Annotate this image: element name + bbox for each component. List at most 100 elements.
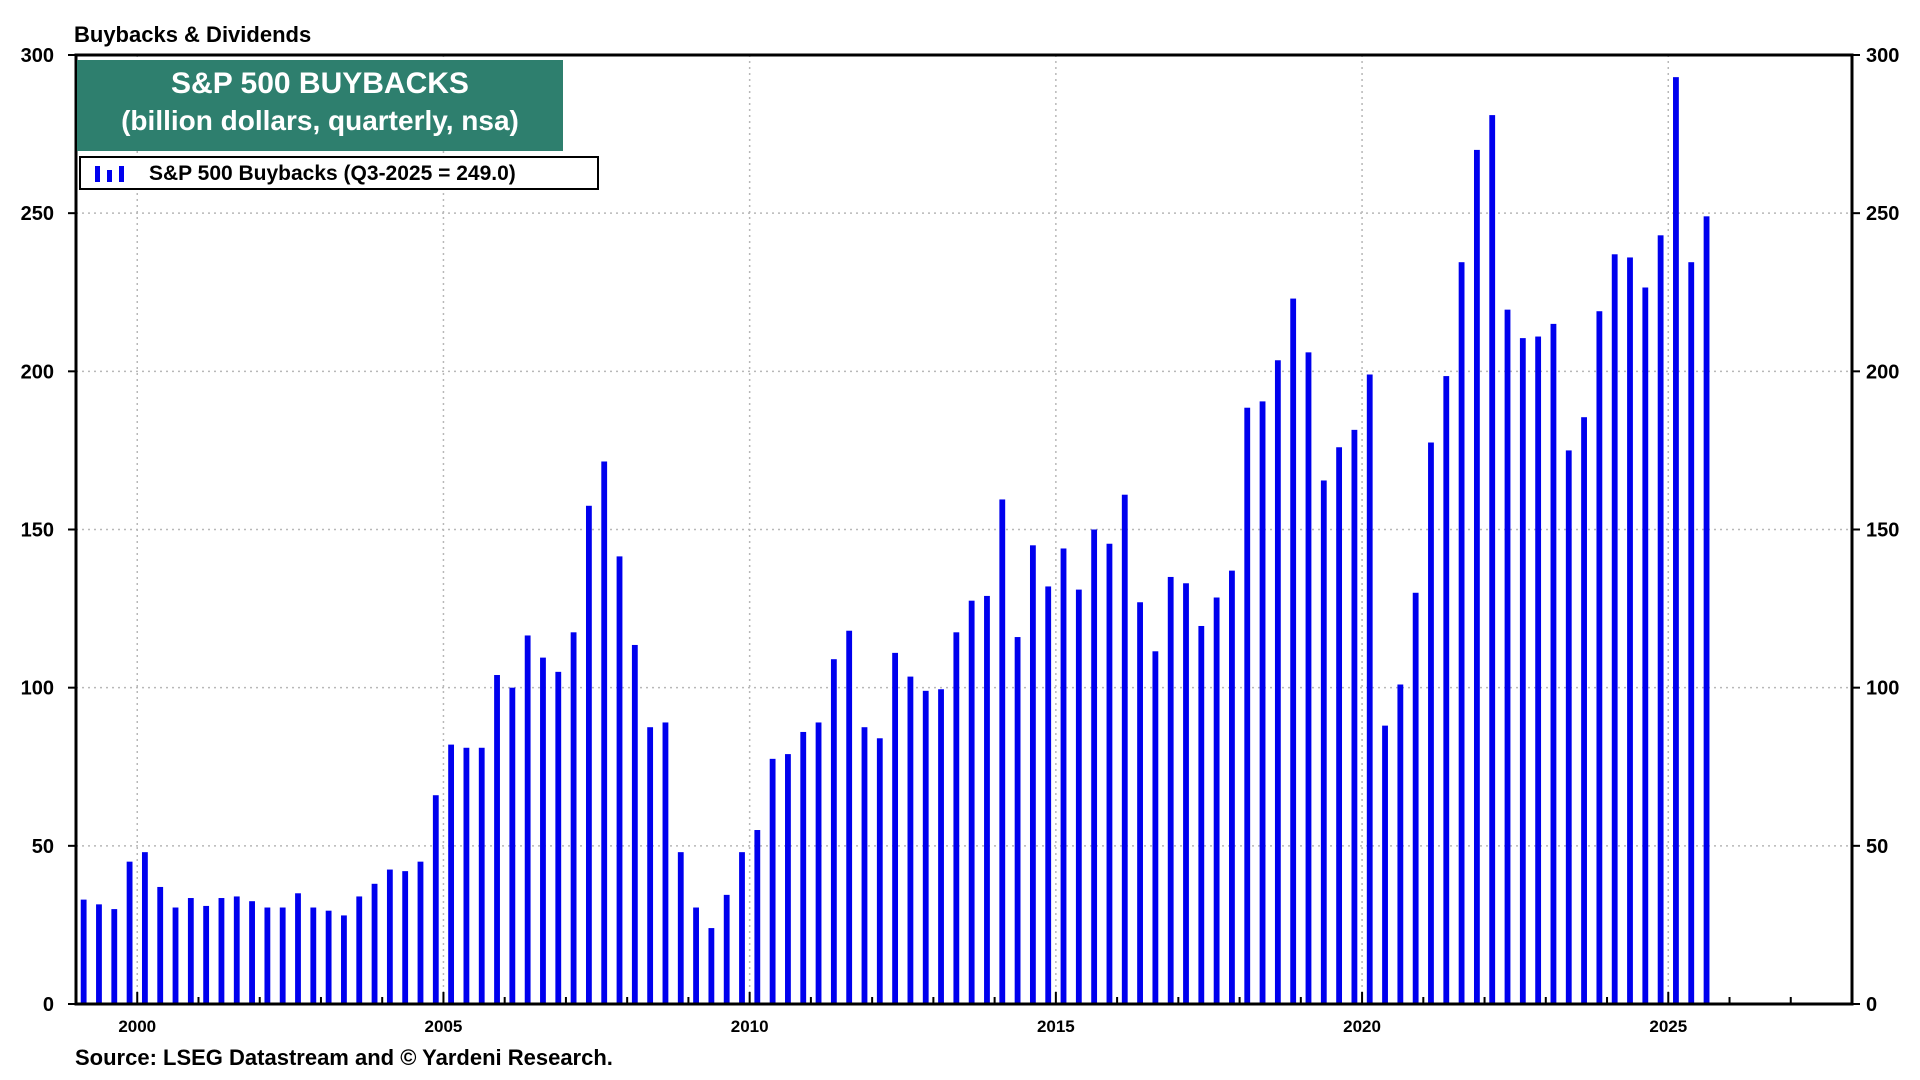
chart-title: S&P 500 BUYBACKS — [171, 67, 469, 100]
bar — [938, 689, 944, 1004]
bar — [172, 907, 179, 1004]
bar — [555, 671, 562, 1004]
bar — [1535, 336, 1542, 1005]
bar — [463, 747, 470, 1004]
bar — [1428, 442, 1434, 1005]
y-tick-label-left: 200 — [21, 361, 54, 383]
y-tick-label-right: 250 — [1866, 203, 1899, 225]
source-note: Source: LSEG Datastream and © Yardeni Re… — [75, 1045, 613, 1070]
bar — [907, 676, 914, 1004]
bar — [769, 758, 776, 1004]
bar — [570, 632, 577, 1004]
bar — [1320, 480, 1327, 1004]
bar — [1152, 651, 1159, 1004]
bar — [1336, 447, 1343, 1005]
bar — [1137, 602, 1143, 1004]
chart-title-box: S&P 500 BUYBACKS (billion dollars, quart… — [77, 60, 563, 151]
bar — [1183, 583, 1189, 1004]
bar — [1075, 589, 1082, 1004]
grid — [76, 55, 1852, 1004]
y-tick-label-left: 250 — [21, 203, 54, 225]
bar — [1366, 374, 1373, 1004]
bar — [662, 722, 669, 1004]
page-title: Buybacks & Dividends — [74, 22, 312, 47]
bar — [141, 852, 148, 1004]
y-tick-label-right: 50 — [1866, 836, 1888, 858]
x-tick-label: 2000 — [118, 1017, 156, 1036]
bar — [1657, 235, 1664, 1004]
bar — [1351, 429, 1358, 1005]
bar — [1458, 262, 1465, 1004]
bar — [984, 595, 990, 1004]
legend-swatch-bar — [95, 166, 100, 182]
bar — [1412, 592, 1419, 1004]
bar — [631, 644, 638, 1004]
bar — [1627, 257, 1633, 1004]
bar — [341, 915, 347, 1004]
bar — [1244, 407, 1251, 1004]
bar — [386, 869, 393, 1004]
bar — [1167, 576, 1174, 1004]
y-tick-label-left: 50 — [32, 836, 54, 858]
bar — [601, 461, 608, 1004]
bar — [708, 928, 715, 1004]
bar — [540, 657, 546, 1004]
y-tick-label-left: 0 — [43, 994, 54, 1016]
bar — [1688, 262, 1695, 1004]
x-tick-label: 2020 — [1343, 1017, 1381, 1036]
legend-swatch-bar — [107, 170, 112, 182]
y-tick-label-left: 300 — [21, 45, 54, 67]
bar — [1565, 450, 1572, 1005]
bar — [126, 861, 133, 1004]
bar — [1106, 543, 1113, 1004]
bar — [1611, 254, 1618, 1005]
legend-swatch-bar — [119, 166, 124, 182]
chart-subtitle: (billion dollars, quarterly, nsa) — [121, 105, 519, 136]
bar — [1274, 360, 1281, 1004]
bar — [647, 727, 654, 1004]
axes — [68, 53, 1860, 1006]
x-tick-label: 2025 — [1649, 1017, 1687, 1036]
bar — [785, 754, 791, 1004]
bar — [1198, 625, 1205, 1004]
bar — [1504, 309, 1511, 1005]
bar — [1045, 586, 1052, 1004]
bar — [1259, 401, 1266, 1004]
bar — [402, 871, 409, 1004]
bar — [1596, 311, 1603, 1005]
y-tick-label-right: 0 — [1866, 994, 1877, 1016]
bar — [1060, 548, 1067, 1004]
legend-label: S&P 500 Buybacks (Q3-2025 = 249.0) — [149, 162, 516, 185]
bar — [953, 632, 960, 1004]
bar — [815, 722, 822, 1004]
bar — [279, 907, 286, 1004]
bar — [509, 687, 516, 1004]
bar — [1121, 494, 1128, 1004]
bar — [723, 894, 730, 1004]
bar — [295, 893, 301, 1004]
bar — [693, 907, 699, 1004]
bar — [1519, 338, 1526, 1004]
bar — [1581, 417, 1587, 1004]
y-tick-label-right: 200 — [1866, 361, 1899, 383]
y-tick-label-right: 150 — [1866, 520, 1899, 542]
bar — [999, 499, 1006, 1004]
tick-labels: 0 0 50 50 100 100 150 150 200 200 250 250 300 300 2000… — [21, 45, 1900, 1036]
bar — [325, 910, 332, 1004]
bar — [1290, 298, 1297, 1004]
bar — [616, 556, 623, 1004]
bar — [1014, 637, 1021, 1004]
y-tick-label-right: 100 — [1866, 678, 1899, 700]
bar — [157, 886, 164, 1004]
x-tick-label: 2010 — [731, 1017, 769, 1036]
bar — [1489, 115, 1496, 1004]
bar — [922, 690, 929, 1004]
bar — [1091, 529, 1098, 1004]
legend-swatch-icon — [95, 166, 124, 182]
bar — [218, 898, 225, 1004]
bar — [478, 747, 485, 1004]
bar — [233, 896, 240, 1004]
bar — [1397, 684, 1404, 1004]
bar — [846, 630, 853, 1004]
bar — [1382, 725, 1388, 1004]
